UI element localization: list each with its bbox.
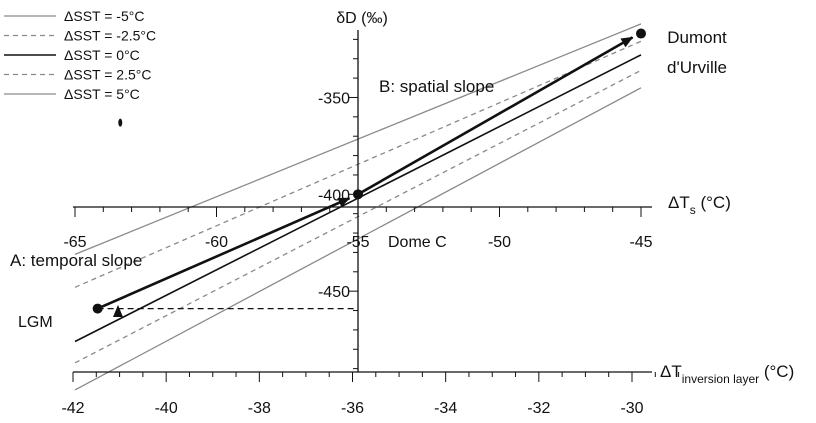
axes-group (72, 30, 680, 382)
x-secondary-label-unit: (°C) (759, 362, 794, 381)
x-primary-label-unit: (°C) (696, 193, 731, 212)
x-primary-tick-label: -45 (629, 234, 652, 251)
legend-label-2: ΔSST = 0°C (64, 47, 140, 63)
x-secondary-tick-label: -40 (155, 400, 178, 417)
x-secondary-label-base: ΔT (660, 362, 682, 381)
x-primary-axis-label: ΔTs (°C) (668, 193, 731, 217)
y-tick-label: -350 (318, 90, 350, 107)
y-tick-label: -450 (318, 284, 350, 301)
point-dome-c (353, 189, 363, 200)
point-lgm (92, 303, 103, 314)
lgm-label: LGM (18, 314, 53, 331)
temporal-slope-label: A: temporal slope (10, 251, 142, 270)
spatial-slope-label: B: spatial slope (379, 77, 494, 96)
legend-label-3: ΔSST = 2.5°C (64, 67, 151, 83)
x-primary-tick-label: -60 (205, 234, 228, 251)
y-tick-label: -400 (318, 187, 350, 204)
x-primary-label-base: ΔT (668, 193, 690, 212)
slope-arrow-1 (357, 36, 634, 196)
points-group (92, 28, 646, 314)
dumont-label-line2: d'Urville (667, 58, 727, 77)
text-group: -65 -60 -55 -50 -45 -42 -40 -38 -36 -34 -32 -30 -350… (10, 10, 794, 417)
x-primary-tick-label: -50 (488, 234, 511, 251)
x-secondary-axis-label: ΔTinversion layer (°C) (660, 362, 794, 386)
x-primary-tick-label: -65 (63, 234, 86, 251)
arrows-group (97, 36, 634, 310)
legend-label-1: ΔSST = -2.5°C (64, 28, 156, 44)
y-axis-label: δD (‰) (336, 10, 388, 27)
x-secondary-tick-label: -32 (527, 400, 550, 417)
x-secondary-tick-label: -36 (341, 400, 364, 417)
legend-label-0: ΔSST = -5°C (64, 8, 144, 24)
x-primary-tick-label: -55 (346, 234, 369, 251)
slope-arrow-0 (97, 196, 351, 310)
dumont-label-line1: Dumont (667, 28, 727, 47)
x-secondary-tick-label: -30 (620, 400, 643, 417)
x-secondary-label-sub: inversion layer (682, 372, 759, 386)
point-dumont-d-urville (636, 28, 646, 39)
legend-label-4: ΔSST = 5°C (64, 86, 140, 102)
legend: ΔSST = -5°C ΔSST = -2.5°C ΔSST = 0°C ΔSST =… (4, 8, 156, 102)
dome-c-label: Dome C (388, 234, 447, 251)
x-secondary-tick-label: -42 (61, 400, 84, 417)
x-secondary-tick-label: -38 (248, 400, 271, 417)
x-secondary-tick-label: -34 (434, 400, 457, 417)
x-primary-label-sub: s (690, 203, 696, 217)
point-marker-3 (118, 118, 123, 127)
